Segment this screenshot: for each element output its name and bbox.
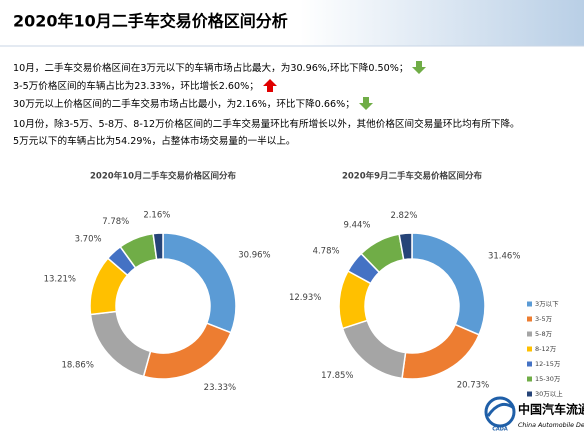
legend-swatch	[527, 361, 532, 367]
chart-title: 2020年9月二手车交易价格区间分布	[342, 171, 483, 182]
logo-abbr: CADA	[492, 427, 508, 433]
donut-slice	[401, 323, 481, 380]
legend-label: 30万以上	[535, 389, 563, 398]
line-text: 10月，二手车交易价格区间在3万元以下的车辆市场占比最大，为30.96%,环比下…	[13, 63, 409, 74]
up-arrow	[262, 78, 277, 92]
legend-swatch	[527, 316, 532, 322]
legend-label: 3万以下	[535, 300, 559, 308]
data-label: 4.78%	[313, 246, 340, 256]
data-label: 2.16%	[143, 211, 170, 221]
data-label: 31.46%	[488, 251, 520, 261]
down-arrow	[358, 96, 373, 110]
legend-swatch	[527, 346, 532, 352]
data-label: 12.93%	[289, 293, 321, 303]
line-text: 5万元以下的车辆占比为54.29%，占整体市场交易量的一半以上。	[13, 136, 296, 147]
data-label: 13.21%	[44, 275, 76, 285]
logo-emblem	[484, 396, 516, 428]
data-label: 7.78%	[102, 217, 129, 227]
logo-english: China Automobile Dealers Association	[518, 421, 584, 429]
legend-label: 5-8万	[535, 330, 553, 338]
donut-slice	[411, 232, 486, 336]
down-arrow	[412, 60, 427, 74]
legend-label: 3-5万	[535, 315, 553, 323]
text-line: 3-5万价格区间的车辆占比为23.33%，环比增长2.60%；	[13, 78, 277, 92]
data-label: 18.86%	[61, 361, 93, 371]
legend-swatch	[527, 301, 532, 307]
data-label: 9.44%	[343, 221, 370, 231]
data-label: 20.73%	[457, 381, 489, 391]
legend-swatch	[527, 376, 532, 382]
text-line: 10月份，除3-5万、5-8万、8-12万价格区间的二手车交易量环比有所增长以外…	[13, 116, 520, 130]
data-label: 23.33%	[204, 383, 236, 393]
data-label: 2.82%	[390, 211, 417, 221]
data-label: 17.85%	[321, 371, 353, 381]
donut-slice	[341, 319, 407, 380]
text-line: 10月，二手车交易价格区间在3万元以下的车辆市场占比最大，为30.96%,环比下…	[13, 60, 427, 74]
line-text: 3-5万价格区间的车辆占比为23.33%，环比增长2.60%；	[13, 81, 259, 92]
legend-label: 8-12万	[535, 345, 557, 353]
data-label: 30.96%	[238, 250, 270, 260]
logo: CADA 中国汽车流通协会 China Automobile Dealers A…	[484, 396, 584, 433]
legend-swatch	[527, 331, 532, 337]
logo-name: 中国汽车流通协会	[518, 402, 584, 417]
donut-slice	[398, 232, 413, 261]
logo-swoosh	[486, 402, 515, 417]
legend-label: 15-30万	[535, 375, 561, 383]
line-text: 30万元以上价格区间的二手车交易市场占比最小，为2.16%，环比下降0.66%；	[13, 99, 355, 110]
text-line: 5万元以下的车辆占比为54.29%，占整体市场交易量的一半以上。	[13, 133, 296, 147]
line-text: 10月份，除3-5万、5-8万、8-12万价格区间的二手车交易量环比有所增长以外…	[13, 119, 520, 130]
data-label: 3.70%	[75, 234, 102, 244]
legend-swatch	[527, 391, 532, 397]
header-decoration	[300, 0, 584, 46]
legend-label: 12-15万	[535, 360, 561, 368]
text-line: 30万元以上价格区间的二手车交易市场占比最小，为2.16%，环比下降0.66%；	[13, 96, 373, 110]
donut-slice	[142, 322, 232, 380]
donut-slice	[162, 232, 237, 334]
chart-title: 2020年10月二手车交易价格区间分布	[90, 171, 236, 182]
donut-slice	[89, 310, 152, 378]
donut-slice	[152, 232, 164, 261]
slide-title: 2020年10月二手车交易价格区间分析	[13, 12, 288, 31]
